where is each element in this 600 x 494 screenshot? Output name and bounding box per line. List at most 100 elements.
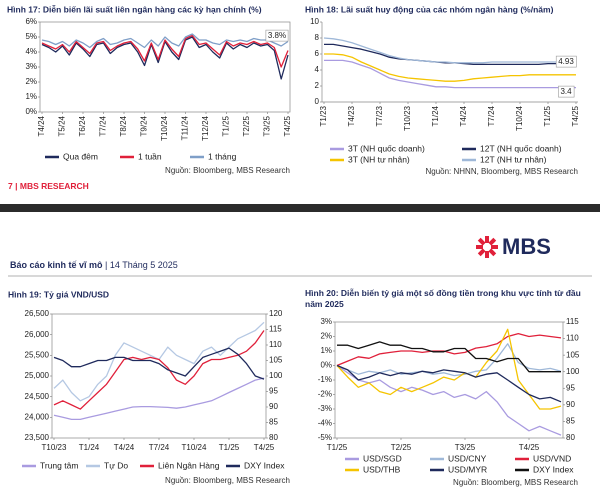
series-line	[53, 321, 265, 402]
plot-frame	[51, 313, 267, 439]
y-tick-label: -4%	[318, 419, 332, 428]
legend-label: DXY Index	[533, 464, 574, 474]
x-tick-label: T12/24	[201, 115, 210, 140]
legend-label: 1 tháng	[208, 151, 237, 161]
logo: MBS	[502, 234, 551, 259]
y2-tick-label: 100	[269, 371, 283, 380]
legend-label: USD/CNY	[448, 453, 487, 463]
source: Nguồn: Bloomberg, MBS Research	[165, 476, 290, 485]
x-tick-label: T4/23	[347, 105, 356, 126]
legend-label: 12T (NH quốc doanh)	[480, 143, 562, 153]
series-line	[336, 364, 562, 436]
y-tick-label: 26,000	[25, 330, 50, 339]
series-line	[41, 33, 289, 49]
y-tick-label: 25,500	[25, 350, 50, 359]
y-tick-label: -3%	[318, 404, 332, 413]
y-tick-label: -5%	[318, 433, 332, 442]
y-tick-label: 26,500	[25, 309, 50, 318]
x-tick-label: T7/24	[487, 105, 496, 126]
series-line	[336, 332, 562, 367]
x-tick-label: T7/24	[149, 443, 170, 452]
y-tick-label: 2%	[25, 77, 37, 86]
y-tick-label: 10	[310, 17, 319, 26]
y2-tick-label: 105	[566, 350, 580, 359]
series-line	[336, 364, 562, 403]
series-line	[324, 53, 576, 82]
report-title: Báo cáo kinh tế vĩ mô | 14 Tháng 5 2025	[10, 260, 178, 270]
x-tick-label: T3/25	[455, 443, 476, 452]
x-tick-label: T4/25	[519, 443, 540, 452]
report-date: 14 Tháng 5 2025	[110, 260, 178, 270]
x-tick-label: T10/23	[403, 105, 412, 130]
series-line	[41, 34, 289, 68]
y2-tick-label: 110	[566, 334, 579, 343]
x-tick-label: T1/24	[79, 443, 100, 452]
legend-label: Trung tâm	[40, 460, 78, 470]
x-tick-label: T4/24	[37, 115, 46, 136]
legend-label: USD/SGD	[363, 453, 402, 463]
y-tick-label: 8	[315, 33, 320, 42]
x-tick-label: T7/24	[99, 115, 108, 136]
y2-tick-label: 95	[269, 387, 278, 396]
series-line	[53, 330, 265, 410]
y-tick-label: 3%	[25, 62, 37, 71]
x-tick-label: T4/25	[254, 443, 275, 452]
series-line	[337, 341, 561, 373]
y-tick-label: -1%	[318, 375, 332, 384]
annotation: 4.93	[558, 57, 574, 66]
y2-tick-label: 80	[269, 433, 278, 442]
y-tick-label: 23,500	[25, 433, 50, 442]
x-tick-label: T1/25	[543, 105, 552, 126]
legend-label: 3T (NH tư nhân)	[348, 154, 410, 164]
x-tick-label: T4/24	[459, 105, 468, 126]
brand: MBS RESEARCH	[20, 181, 89, 191]
x-tick-label: T10/24	[515, 105, 524, 130]
annotation-box	[555, 55, 577, 68]
y2-tick-label: 105	[269, 356, 283, 365]
series-line	[324, 59, 576, 89]
x-tick-label: T1/24	[431, 105, 440, 126]
x-tick-label: T11/24	[181, 115, 190, 140]
y-tick-label: 6%	[25, 17, 37, 26]
chart-title: Hình 20: Diễn biến tỷ giá một số đồng ti…	[305, 288, 581, 309]
legend-label: Qua đêm	[63, 151, 98, 161]
x-tick-label: T5/24	[58, 115, 67, 136]
y-tick-label: 0	[315, 97, 320, 106]
legend-label: USD/VND	[533, 453, 571, 463]
y2-tick-label: 85	[566, 417, 575, 426]
annotation: 3.4	[560, 87, 572, 96]
legend-label: 1 tuần	[138, 151, 162, 161]
x-tick-label: T1/23	[319, 105, 328, 126]
chart-title: Hình 17: Diễn biến lãi suất liên ngân hà…	[7, 4, 262, 14]
series-line	[336, 328, 562, 410]
legend-label: 3T (NH quốc doanh)	[348, 143, 425, 153]
plot-frame	[334, 321, 564, 439]
y2-tick-label: 115	[566, 317, 579, 326]
legend-label: Tự Do	[104, 460, 128, 470]
y-tick-label: 25,000	[25, 371, 50, 380]
y-tick-label: 1%	[320, 346, 332, 355]
plot-frame	[39, 21, 291, 113]
y2-tick-label: 80	[566, 433, 575, 442]
x-tick-label: T1/25	[219, 443, 240, 452]
y-tick-label: 0%	[25, 107, 37, 116]
legend-label: DXY Index	[244, 460, 285, 470]
y-tick-label: -2%	[318, 390, 332, 399]
y-tick-label: 6	[315, 49, 320, 58]
y2-tick-label: 85	[269, 418, 278, 427]
logo-icon	[476, 236, 498, 258]
y-tick-label: 3%	[320, 317, 332, 326]
y-tick-label: 5%	[25, 32, 37, 41]
legend-label: USD/MYR	[448, 464, 487, 474]
y2-tick-label: 120	[269, 309, 283, 318]
footer: 7 | MBS RESEARCH	[8, 181, 89, 191]
series-line	[53, 377, 265, 421]
x-tick-label: T4/25	[283, 115, 292, 136]
annotation: 3.8%	[268, 31, 286, 40]
annotation-box	[265, 29, 289, 42]
x-tick-label: T4/25	[571, 105, 580, 126]
series-line	[323, 37, 576, 64]
source: Nguồn: Bloomberg, MBS Research	[453, 478, 578, 487]
